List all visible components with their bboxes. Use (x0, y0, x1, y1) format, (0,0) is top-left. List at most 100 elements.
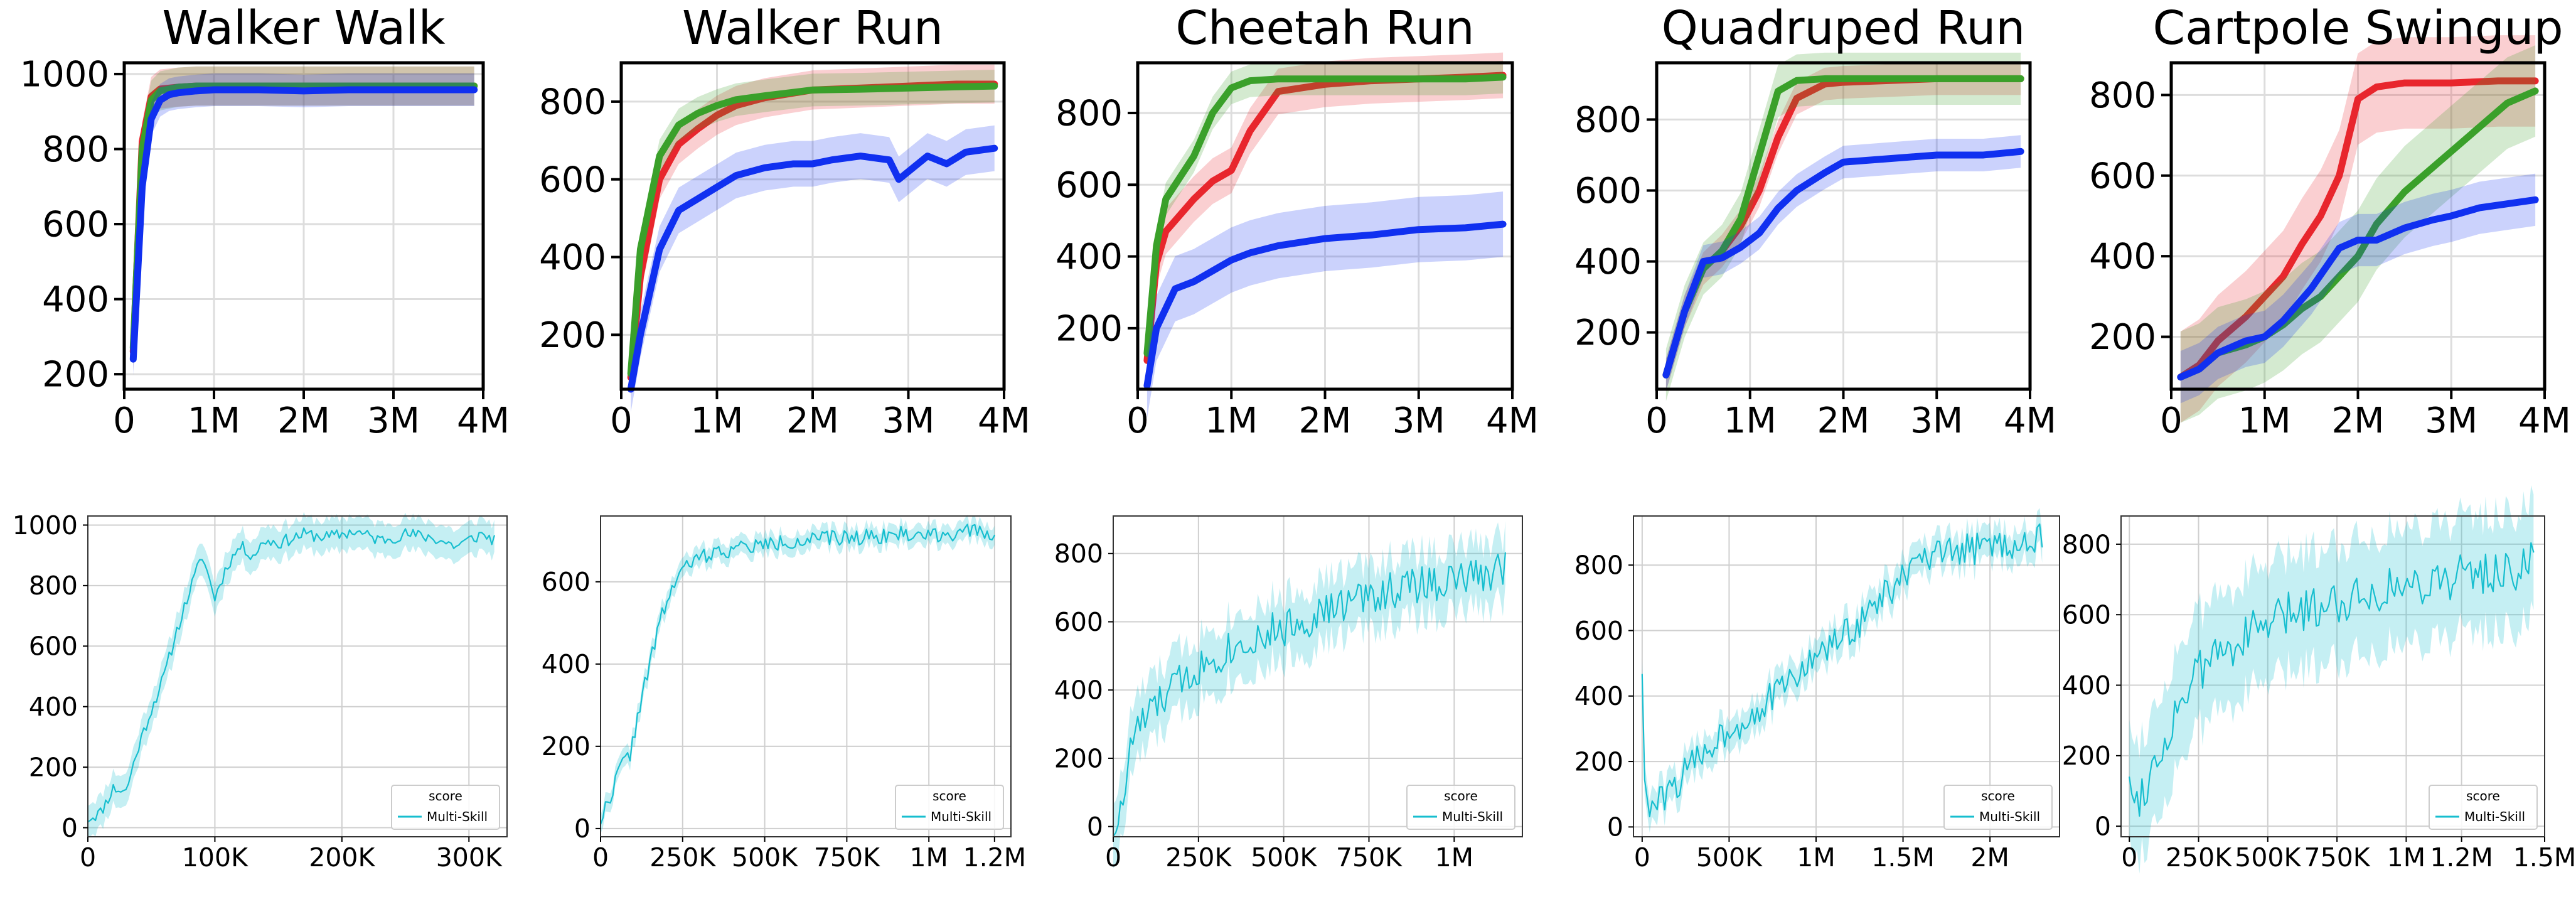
y-tick-label: 600 (1056, 165, 1123, 206)
x-tick-label: 4M (978, 400, 1030, 441)
x-tick-label: 2M (1817, 400, 1870, 441)
x-tick-label: 3M (882, 400, 935, 441)
x-tick-label: 2M (277, 400, 330, 441)
legend-title: score (1444, 788, 1478, 803)
x-tick-label: 3M (2425, 400, 2477, 441)
y-tick-label: 400 (2062, 670, 2111, 701)
x-tick-label: 0 (80, 842, 96, 873)
series-band-3 (133, 73, 474, 376)
series-band-2 (631, 70, 995, 390)
x-tick-label: 750K (1336, 842, 1403, 873)
x-tick-label: 1M (2238, 400, 2291, 441)
chart-panel-2: 0 1M 2M 3M 4M 200 400 600 800 Walker Run (539, 1, 1030, 441)
legend-box (1406, 785, 1515, 830)
chart-panel-8: 0 250K 500K 750K 1M 0 200 400 600 800 score Multi-S… (1054, 515, 1523, 873)
y-tick-label: 200 (1054, 743, 1103, 773)
series-band-1 (631, 64, 995, 397)
x-tick-label: 0 (113, 400, 136, 441)
y-tick-label: 200 (2089, 317, 2156, 358)
legend-title: score (933, 788, 966, 803)
x-tick-label: 500K (1696, 842, 1763, 873)
y-tick-label: 0 (574, 814, 591, 844)
legend-label: Multi-Skill (2464, 809, 2525, 824)
chart-title: Walker Walk (162, 1, 445, 55)
x-tick-label: 0 (1126, 400, 1149, 441)
chart-title: Walker Run (682, 1, 943, 55)
plot-frame (87, 515, 508, 837)
x-tick-label: 1.2M (963, 842, 1027, 873)
x-tick-label: 1M (2387, 842, 2425, 873)
series-line-1 (2177, 77, 2539, 381)
plot-frame (600, 515, 1012, 837)
legend: score Multi-Skill (391, 785, 500, 830)
y-tick-label: 600 (42, 205, 109, 245)
legend-title: score (429, 788, 462, 803)
legend: score Multi-Skill (1406, 785, 1515, 830)
series-band-3 (631, 125, 995, 412)
x-tick-label: 500K (732, 842, 798, 873)
legend-box (1943, 785, 2053, 830)
series-line-2 (129, 82, 478, 352)
y-tick-label: 200 (2062, 741, 2111, 771)
series-band-1 (2180, 35, 2536, 423)
x-tick-label: 200K (309, 842, 375, 873)
series-line-2 (1662, 75, 2024, 379)
x-tick-label: 0 (592, 842, 609, 873)
x-tick-label: 100K (182, 842, 249, 873)
legend-label: Multi-Skill (931, 809, 991, 824)
y-tick-label: 200 (29, 752, 78, 782)
x-tick-label: 750K (814, 842, 880, 873)
y-tick-label: 1000 (19, 55, 109, 95)
x-tick-label: 250K (1165, 842, 1232, 873)
x-tick-label: 3M (1910, 400, 1963, 441)
series-band-1 (1146, 52, 1504, 384)
chart-panel-1: 0 1M 2M 3M 4M 200 400 600 800 1000 Walker Walk (19, 1, 509, 441)
y-tick-label: 1000 (13, 510, 78, 540)
y-tick-label: 800 (1054, 539, 1103, 569)
x-tick-label: 0 (1645, 400, 1668, 441)
legend-label: Multi-Skill (1442, 809, 1503, 824)
series-band-1 (1642, 508, 2043, 833)
y-tick-label: 400 (1056, 237, 1123, 277)
series-band-3 (2180, 173, 2536, 404)
y-tick-label: 200 (539, 315, 606, 356)
x-tick-label: 2M (2332, 400, 2385, 441)
y-tick-label: 400 (42, 279, 109, 320)
y-tick-label: 200 (542, 731, 591, 761)
x-tick-label: 0 (2121, 842, 2137, 873)
y-tick-label: 600 (2089, 156, 2156, 196)
legend-title: score (2466, 788, 2500, 803)
x-tick-label: 1.5M (2513, 842, 2576, 873)
x-tick-label: 1.2M (2430, 842, 2493, 873)
series-band-2 (1146, 60, 1504, 370)
legend-title: score (1981, 788, 2015, 803)
series-line-1 (87, 527, 495, 823)
series-band-1 (1113, 520, 1505, 869)
legend: score Multi-Skill (895, 785, 1004, 830)
y-tick-label: 400 (539, 237, 606, 278)
series-line-1 (2129, 542, 2535, 817)
y-tick-label: 800 (42, 129, 109, 170)
x-tick-label: 0 (1634, 842, 1650, 873)
plot-frame (1113, 515, 1523, 837)
legend: score Multi-Skill (1943, 785, 2053, 830)
legend-box (391, 785, 500, 830)
x-tick-label: 0 (610, 400, 633, 441)
y-tick-label: 800 (29, 571, 78, 601)
y-tick-label: 600 (542, 567, 591, 597)
y-tick-label: 600 (1574, 171, 1642, 212)
chart-title: Cheetah Run (1175, 1, 1474, 55)
x-tick-label: 0 (2160, 400, 2183, 441)
x-tick-label: 3M (367, 400, 420, 441)
x-tick-label: 1M (909, 842, 948, 873)
y-tick-label: 400 (542, 649, 591, 679)
y-tick-label: 200 (1574, 313, 1642, 353)
legend-box (2429, 785, 2538, 830)
y-tick-label: 200 (42, 355, 109, 395)
x-tick-label: 4M (1486, 400, 1539, 441)
x-tick-label: 500K (1251, 842, 1317, 873)
chart-panel-10: 0 250K 500K 750K 1M 1.2M 1.5M 0 200 400 600 800 scor… (2062, 485, 2576, 874)
x-tick-label: 3M (1392, 400, 1445, 441)
series-line-3 (2177, 196, 2539, 381)
y-tick-label: 400 (29, 692, 78, 722)
